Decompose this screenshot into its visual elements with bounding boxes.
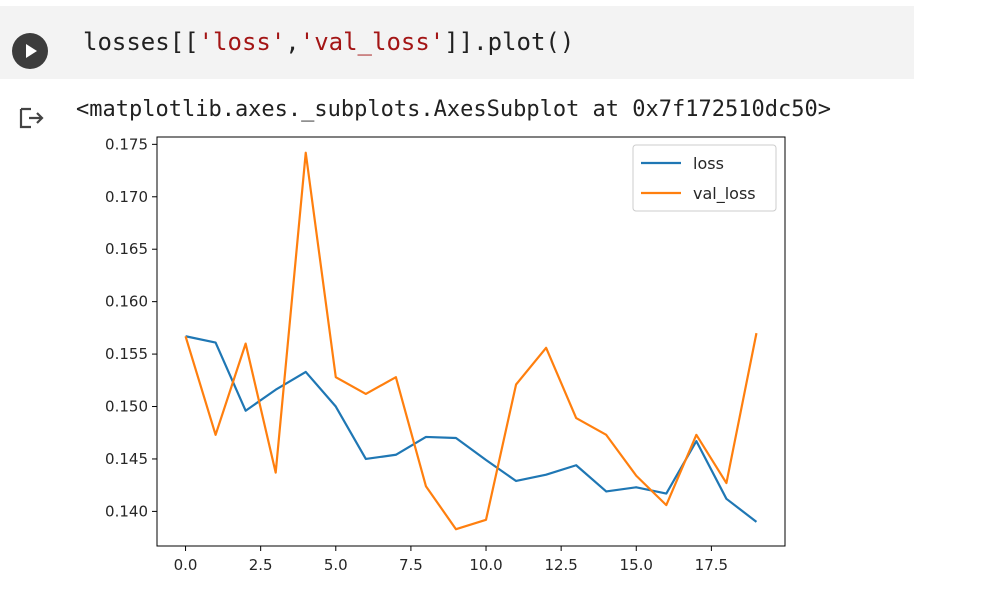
- code-token: ]].plot(): [444, 28, 575, 56]
- legend-box: [632, 144, 777, 212]
- y-tick-label: 0.150: [105, 398, 148, 416]
- y-tick-label: 0.160: [105, 293, 148, 311]
- y-tick-label: 0.145: [105, 450, 148, 468]
- legend: loss val_loss: [632, 144, 777, 212]
- series-line-val-loss: [184, 151, 758, 531]
- legend-label-loss: loss: [693, 154, 724, 173]
- legend-label-val-loss: val_loss: [693, 184, 756, 204]
- run-cell-button[interactable]: [12, 33, 48, 69]
- code-token: losses[[: [83, 28, 199, 56]
- code-line[interactable]: losses[['loss','val_loss']].plot(): [83, 24, 574, 60]
- y-tick-label: 0.165: [105, 240, 148, 258]
- output-arrow-icon: [19, 107, 44, 129]
- code-string-loss: 'loss': [198, 28, 286, 56]
- output-text: <matplotlib.axes._subplots.AxesSubplot a…: [76, 97, 831, 122]
- code-token: ,: [285, 28, 300, 56]
- x-tick-label: 10.0: [469, 556, 502, 574]
- code-cell-input[interactable]: [0, 6, 914, 79]
- code-string-val-loss: 'val_loss': [299, 28, 445, 56]
- x-tick-label: 17.5: [695, 556, 728, 574]
- x-tick-label: 12.5: [544, 556, 577, 574]
- x-tick-label: 2.5: [249, 556, 273, 574]
- x-tick-label: 15.0: [620, 556, 653, 574]
- x-tick-label: 0.0: [174, 556, 198, 574]
- y-tick-label: 0.155: [105, 345, 148, 363]
- x-tick-label: 5.0: [324, 556, 348, 574]
- axes-frame: [156, 136, 786, 547]
- series-line-loss: [185, 335, 758, 523]
- y-tick-label: 0.175: [105, 135, 148, 153]
- y-tick-label: 0.140: [105, 502, 148, 520]
- x-tick-label: 7.5: [399, 556, 423, 574]
- y-tick-label: 0.170: [105, 188, 148, 206]
